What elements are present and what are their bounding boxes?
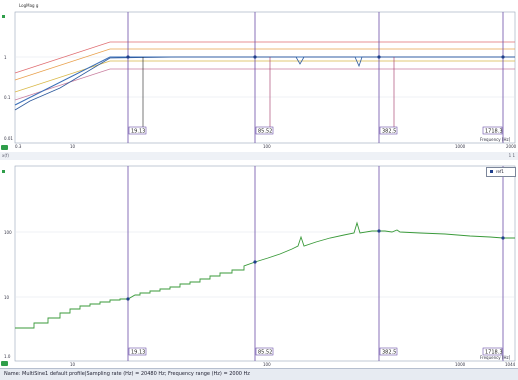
- cursor-value-label: 1718.3: [485, 129, 503, 135]
- cursor-value-box: 382.5: [379, 347, 398, 356]
- y-tick-label: 100: [4, 230, 12, 235]
- cursor-point: [501, 236, 505, 240]
- top-plot-frame: [14, 11, 516, 144]
- y-tick-label: 1.0: [4, 354, 11, 359]
- graph-settings-icon[interactable]: [1, 361, 8, 366]
- cursor-value-box: 19.13: [128, 126, 147, 135]
- cursor-value-label: 382.5: [382, 350, 396, 356]
- cursor-point: [253, 55, 257, 59]
- x-axis-label: Frequency [Hz]: [480, 355, 511, 360]
- bottom-plot-frame: [14, 165, 516, 362]
- cursor-value-label: 1718.3: [485, 350, 503, 356]
- cursor-point: [377, 55, 381, 59]
- cursor-point: [126, 55, 130, 59]
- top-graph-panel[interactable]: LogMag g 19.13 8: [0, 0, 518, 153]
- x-tick-label: 100: [263, 144, 271, 149]
- alarm-low-line: [14, 60, 515, 93]
- bottom-graph-panel[interactable]: LogMag (g)^2/Hz 19.13 85.52 382.5 1: [0, 160, 518, 368]
- cursor-value-box: 85.52: [255, 126, 274, 135]
- graph-settings-icon[interactable]: [1, 145, 8, 150]
- y-tick-label: 0.1: [4, 95, 11, 100]
- cursor-point: [501, 55, 505, 59]
- x-tick-label: 1000: [455, 362, 466, 367]
- cursor-value-label: 382.5: [382, 129, 396, 135]
- response-psd-line: [15, 221, 515, 329]
- splitter-right-label: 1 1: [508, 153, 515, 158]
- top-graph-title: LogMag g: [19, 3, 39, 8]
- x-tick-label: 10: [70, 144, 76, 149]
- cursor-value-box: 1718.3: [482, 347, 503, 356]
- cursor-point: [253, 260, 257, 264]
- legend-label: ref1: [496, 169, 504, 174]
- cursor-value-label: 19.13: [131, 350, 145, 356]
- cursor-value-box: 382.5: [379, 126, 398, 135]
- graph-marker-icon[interactable]: [2, 15, 5, 18]
- cursor-value-label: 85.52: [258, 129, 272, 135]
- control-response-line: [14, 56, 515, 111]
- legend-swatch: [490, 170, 493, 173]
- x-tick-label: 2000: [506, 144, 517, 149]
- abort-low-line: [14, 68, 515, 101]
- x-tick-label: 100: [263, 362, 271, 367]
- splitter-left-label: x(f): [2, 153, 9, 158]
- y-tick-label: 10: [4, 295, 10, 300]
- graph-marker-icon[interactable]: [2, 170, 5, 173]
- cursor-point: [377, 229, 381, 233]
- status-text: Name: MultiSine1 default profile|Samplin…: [4, 371, 250, 377]
- cursor-value-label: 85.52: [258, 350, 272, 356]
- cursor-value-box: 1718.3: [482, 126, 503, 135]
- bottom-graph-plot[interactable]: 19.13 85.52 382.5 1718.3 100 10 1.0 10 1…: [0, 160, 518, 368]
- cursor-point: [126, 297, 130, 301]
- cursor-value-label: 19.13: [131, 129, 145, 135]
- cursor-value-box: 19.13: [128, 347, 147, 356]
- cursor-value-box: 85.52: [255, 347, 274, 356]
- x-tick-label: 1000: [455, 144, 466, 149]
- abort-high-line: [14, 41, 515, 74]
- y-tick-label: 0.01: [4, 136, 13, 141]
- x-tick-label: 10: [70, 362, 76, 367]
- alarm-high-line: [14, 48, 515, 81]
- x-tick-label: 1044: [505, 362, 516, 367]
- y-tick-label: 1: [4, 55, 7, 60]
- top-graph-plot[interactable]: 19.13 85.52 382.5 1718.3 1 0.1 0.01 0.3 …: [0, 0, 518, 152]
- graph-legend[interactable]: ref1: [486, 167, 516, 177]
- status-bar: Name: MultiSine1 default profile|Samplin…: [0, 368, 518, 380]
- x-axis-label: Frequency [Hz]: [480, 137, 511, 142]
- x-tick-label: 0.3: [15, 144, 22, 149]
